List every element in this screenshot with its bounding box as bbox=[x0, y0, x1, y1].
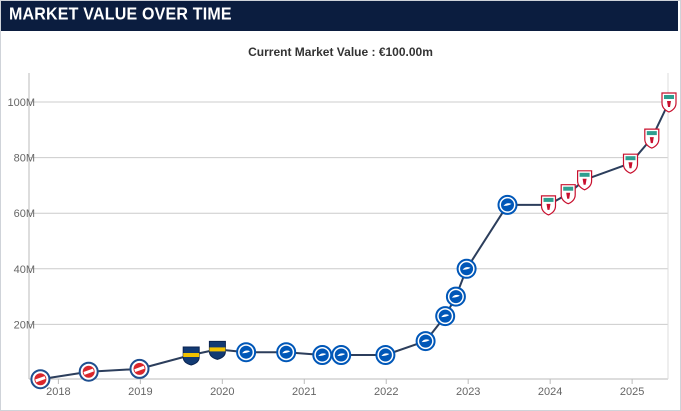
data-point-liverpool bbox=[540, 195, 557, 216]
axes bbox=[28, 73, 669, 384]
data-point-liverpool bbox=[576, 170, 593, 191]
data-point-argentinos bbox=[129, 358, 150, 379]
x-tick-label: 2023 bbox=[456, 386, 480, 398]
data-point-brighton bbox=[497, 194, 518, 215]
y-tick-label: 100M bbox=[7, 97, 35, 109]
y-tick-labels: 20M 40M 60M 80M 100M bbox=[7, 97, 35, 331]
data-point-brighton bbox=[331, 345, 352, 365]
data-point-brighton bbox=[312, 345, 333, 365]
panel-header: MARKET VALUE OVER TIME bbox=[1, 1, 678, 31]
data-point-brighton bbox=[435, 306, 456, 327]
market-value-line bbox=[40, 101, 670, 381]
y-tick-label: 60M bbox=[14, 208, 35, 220]
grid-lines bbox=[29, 101, 668, 325]
data-point-boca bbox=[208, 340, 226, 360]
y-tick-label: 20M bbox=[14, 319, 35, 331]
data-point-brighton bbox=[236, 342, 257, 363]
x-tick-label: 2025 bbox=[620, 386, 644, 398]
data-point-liverpool bbox=[661, 92, 677, 113]
data-point-brighton bbox=[375, 345, 396, 365]
data-point-argentinos bbox=[30, 369, 51, 390]
x-tick-label: 2022 bbox=[374, 386, 398, 398]
x-tick-label: 2019 bbox=[128, 386, 152, 398]
data-point-brighton bbox=[445, 286, 466, 307]
data-point-liverpool bbox=[622, 153, 639, 174]
current-market-value: Current Market Value : €100.00m bbox=[248, 45, 433, 59]
x-tick-label: 2020 bbox=[210, 386, 234, 398]
data-point-liverpool bbox=[560, 184, 576, 205]
data-point-brighton bbox=[415, 331, 436, 352]
club-markers bbox=[30, 92, 677, 390]
x-tick-label: 2024 bbox=[538, 386, 562, 398]
panel-title: MARKET VALUE OVER TIME bbox=[9, 5, 232, 24]
data-point-brighton bbox=[276, 342, 297, 363]
data-point-argentinos bbox=[78, 361, 99, 382]
y-tick-label: 40M bbox=[14, 264, 35, 276]
value-line bbox=[40, 101, 670, 381]
x-tick-label: 2021 bbox=[292, 386, 316, 398]
data-point-boca bbox=[182, 346, 200, 366]
data-point-brighton bbox=[456, 258, 477, 279]
x-tick-label: 2018 bbox=[46, 386, 70, 398]
data-point-liverpool bbox=[644, 128, 660, 149]
x-tick-labels: 2018 2019 2020 2021 2022 2023 2024 2025 bbox=[46, 386, 644, 398]
y-tick-label: 80M bbox=[14, 153, 35, 165]
